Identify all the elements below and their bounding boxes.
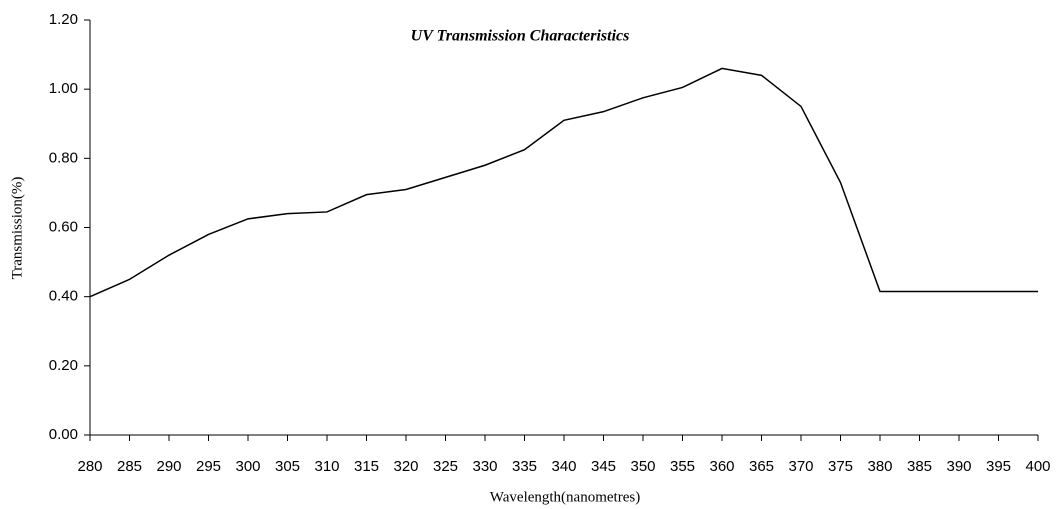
y-tick-label: 0.80 (49, 149, 78, 166)
x-tick-label: 370 (788, 458, 813, 475)
x-tick-label: 390 (946, 458, 971, 475)
x-tick-label: 290 (156, 458, 181, 475)
y-tick-label: 0.00 (49, 426, 78, 443)
x-tick-label: 350 (630, 458, 655, 475)
x-tick-label: 305 (275, 458, 300, 475)
x-tick-label: 310 (314, 458, 339, 475)
x-tick-label: 360 (709, 458, 734, 475)
y-tick-label: 0.60 (49, 218, 78, 235)
x-tick-label: 395 (986, 458, 1011, 475)
x-tick-label: 335 (512, 458, 537, 475)
x-tick-label: 365 (749, 458, 774, 475)
x-tick-label: 375 (828, 458, 853, 475)
line (89, 67, 1038, 298)
x-tick-label: 315 (354, 458, 379, 475)
x-tick-label: 300 (235, 458, 260, 475)
y-tick-label: 1.20 (49, 11, 78, 28)
y-tick-label: 0.20 (49, 357, 78, 374)
x-tick-label: 380 (867, 458, 892, 475)
x-tick-label: 320 (393, 458, 418, 475)
x-tick-label: 330 (472, 458, 497, 475)
chart-title: UV Transmission Characteristics (411, 28, 630, 45)
x-tick-label: 325 (433, 458, 458, 475)
y-tick-label: 1.00 (49, 80, 78, 97)
x-tick-label: 355 (670, 458, 695, 475)
y-tick-label: 0.40 (49, 288, 78, 305)
x-tick-label: 345 (591, 458, 616, 475)
x-tick-label: 340 (551, 458, 576, 475)
x-tick-label: 295 (196, 458, 221, 475)
x-tick-label: 280 (77, 458, 102, 475)
y-axis-label: Transmission(%) (9, 177, 25, 280)
x-tick-label: 385 (907, 458, 932, 475)
x-tick-label: 400 (1025, 458, 1050, 475)
x-axis-label: Wavelength(nanometres) (490, 489, 640, 505)
x-tick-label: 285 (117, 458, 142, 475)
